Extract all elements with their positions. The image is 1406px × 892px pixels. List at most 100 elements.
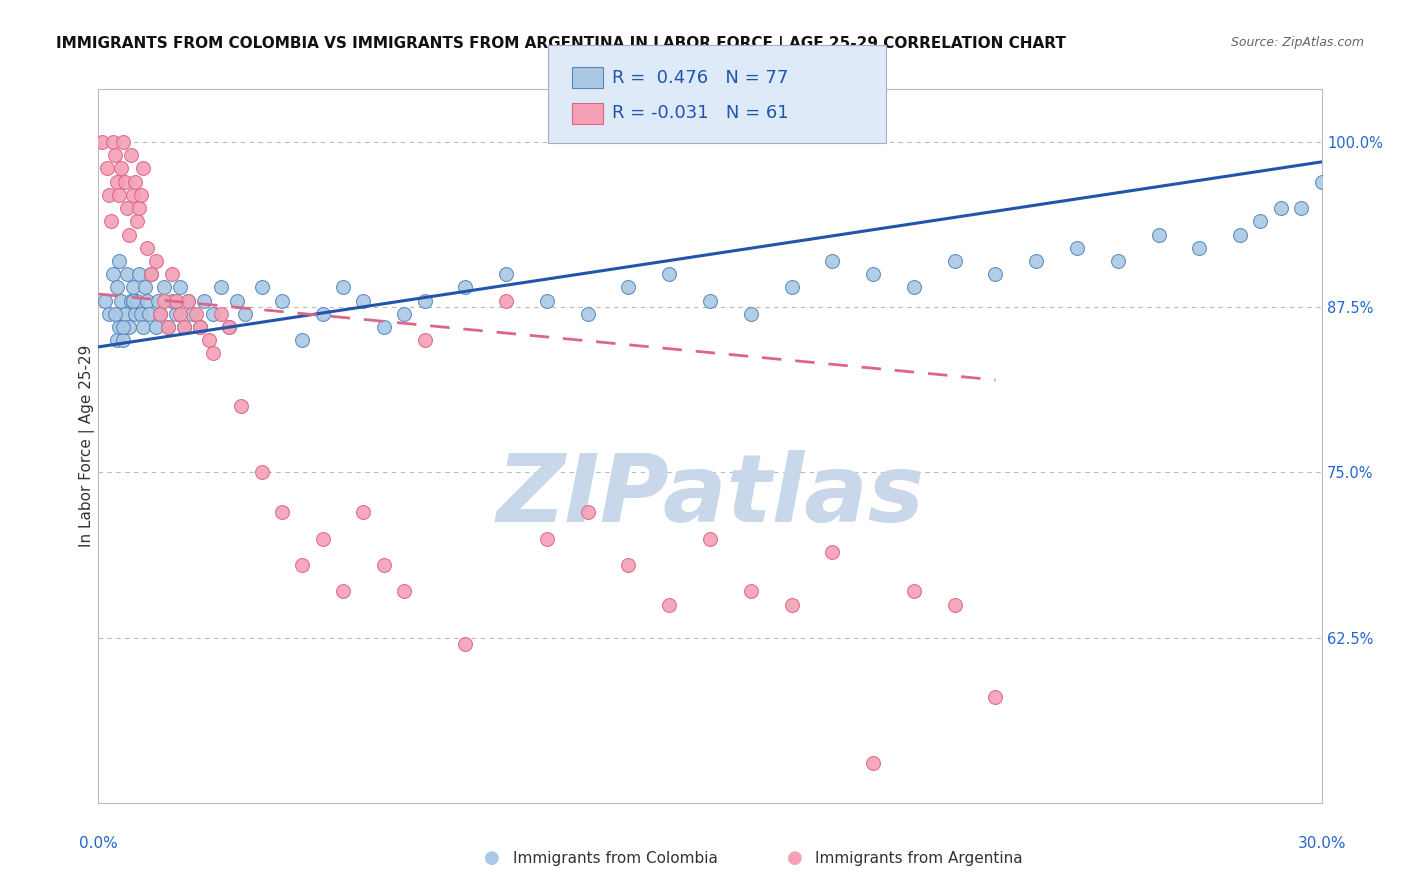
Point [122, 280, 145, 294]
Text: Immigrants from Argentina: Immigrants from Argentina [815, 851, 1024, 865]
Point [1188, 241, 1211, 255]
Point [122, 293, 145, 308]
Point [149, 307, 172, 321]
Point [1025, 254, 1047, 268]
Point [209, 280, 232, 294]
Point [209, 307, 232, 321]
Point [108, 320, 131, 334]
Point [201, 346, 224, 360]
Point [903, 280, 925, 294]
Point [188, 320, 212, 334]
Point [617, 558, 640, 572]
Point [111, 135, 134, 149]
Point [156, 320, 179, 334]
Point [495, 267, 517, 281]
Point [132, 320, 155, 334]
Point [943, 598, 966, 612]
Text: Source: ZipAtlas.com: Source: ZipAtlas.com [1230, 36, 1364, 49]
Point [780, 598, 803, 612]
Point [699, 532, 721, 546]
Point [821, 254, 844, 268]
Point [165, 293, 187, 308]
Text: Immigrants from Colombia: Immigrants from Colombia [513, 851, 718, 865]
Point [97, 307, 120, 321]
Point [173, 320, 195, 334]
Point [270, 293, 294, 308]
Point [108, 188, 131, 202]
Point [127, 214, 149, 228]
Point [146, 293, 169, 308]
Point [141, 267, 163, 281]
Point [1270, 201, 1292, 215]
Point [984, 690, 1007, 704]
Point [454, 280, 477, 294]
Point [250, 466, 273, 480]
Point [97, 188, 120, 202]
Point [110, 161, 132, 176]
Point [740, 584, 762, 599]
Point [160, 293, 183, 308]
Point [780, 280, 803, 294]
Point [352, 293, 374, 308]
Text: ●: ● [786, 849, 803, 867]
Point [218, 320, 240, 334]
Point [120, 148, 142, 162]
Text: R = -0.031   N = 61: R = -0.031 N = 61 [612, 104, 789, 122]
Point [152, 293, 174, 308]
Point [332, 280, 354, 294]
Point [454, 637, 477, 651]
Point [218, 320, 240, 334]
Point [110, 293, 132, 308]
Point [576, 307, 599, 321]
Point [118, 320, 141, 334]
Point [165, 307, 187, 321]
Point [173, 320, 195, 334]
Point [984, 267, 1007, 281]
Point [312, 532, 335, 546]
Point [576, 505, 599, 519]
Text: 0.0%: 0.0% [79, 836, 118, 851]
Point [177, 293, 200, 308]
Text: R =  0.476   N = 77: R = 0.476 N = 77 [612, 69, 787, 87]
Point [136, 293, 159, 308]
Point [201, 307, 224, 321]
Text: 30.0%: 30.0% [1298, 836, 1346, 851]
Point [122, 188, 145, 202]
Point [740, 307, 762, 321]
Point [101, 267, 124, 281]
Point [188, 320, 212, 334]
Point [120, 293, 142, 308]
Point [115, 267, 138, 281]
Point [413, 333, 436, 347]
Point [1249, 214, 1271, 228]
Point [105, 280, 128, 294]
Point [156, 320, 179, 334]
Point [127, 293, 149, 308]
Point [124, 307, 146, 321]
Point [658, 267, 681, 281]
Point [129, 188, 152, 202]
Point [373, 320, 395, 334]
Point [105, 175, 128, 189]
Point [115, 201, 138, 215]
Point [186, 307, 208, 321]
Point [136, 241, 159, 255]
Point [699, 293, 721, 308]
Point [1291, 201, 1313, 215]
Point [101, 135, 124, 149]
Point [169, 307, 191, 321]
Point [149, 307, 172, 321]
Point [270, 505, 294, 519]
Point [118, 227, 141, 242]
Point [658, 598, 681, 612]
Text: ZIPatlas: ZIPatlas [496, 450, 924, 542]
Point [93, 293, 115, 308]
Point [373, 558, 395, 572]
Point [138, 307, 160, 321]
Point [193, 293, 215, 308]
Point [1066, 241, 1088, 255]
Point [1107, 254, 1129, 268]
Point [233, 307, 256, 321]
Text: ●: ● [484, 849, 501, 867]
Point [100, 214, 122, 228]
